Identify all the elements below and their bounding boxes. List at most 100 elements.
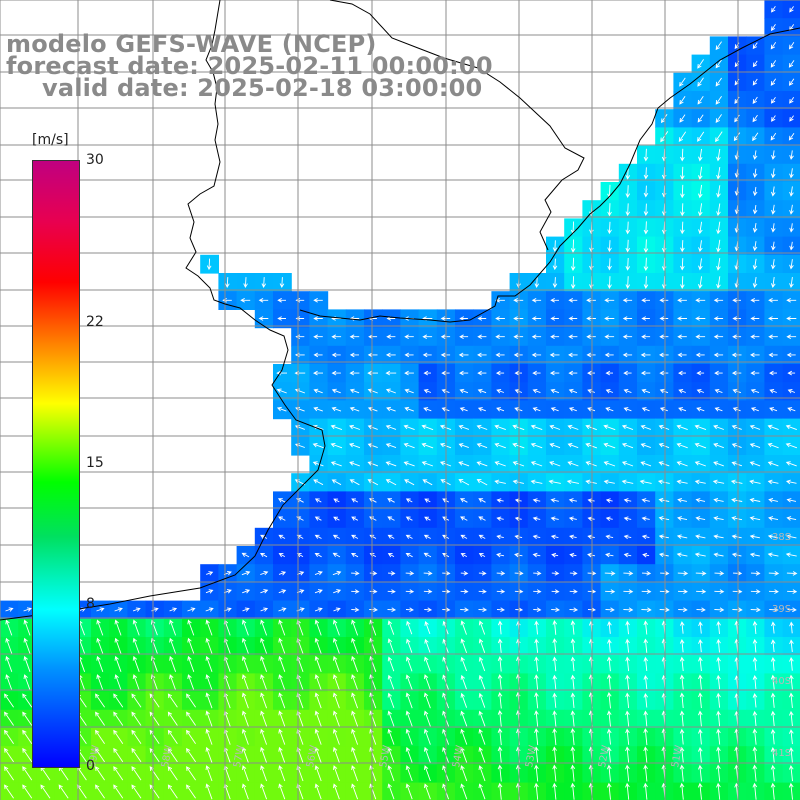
wind-arrow	[331, 479, 342, 486]
wind-arrow	[497, 638, 503, 653]
wind-arrow	[734, 114, 740, 123]
wind-arrow	[752, 675, 758, 690]
wind-arrow	[332, 552, 341, 558]
wind-arrow	[312, 461, 324, 467]
wind-arrow	[640, 424, 651, 430]
wind-arrow	[749, 424, 761, 430]
wind-arrow	[23, 655, 31, 672]
wind-arrow	[716, 728, 721, 745]
wind-arrow	[113, 711, 124, 726]
wind-arrow	[332, 765, 340, 782]
wind-arrow	[258, 316, 269, 321]
wind-arrow	[187, 674, 195, 691]
wind-arrow	[405, 746, 413, 763]
wind-arrow	[604, 316, 615, 321]
wind-arrow	[387, 692, 395, 709]
wind-arrow	[570, 276, 576, 289]
wind-arrow	[623, 407, 632, 412]
wind-arrow	[387, 571, 396, 576]
wind-arrow	[478, 746, 486, 763]
wind-arrow	[477, 334, 487, 339]
wind-arrow	[405, 534, 413, 539]
wind-arrow	[95, 693, 105, 708]
wind-arrow	[458, 461, 470, 467]
wind-arrow	[567, 461, 579, 467]
wind-arrow	[186, 693, 196, 708]
wind-arrow	[752, 241, 758, 252]
wind-arrow	[386, 334, 396, 339]
wind-arrow	[404, 334, 414, 339]
wind-arrow	[332, 728, 340, 745]
wind-arrow	[713, 534, 724, 539]
wind-arrow	[625, 710, 630, 727]
wind-arrow	[716, 674, 721, 690]
wind-arrow	[367, 479, 379, 486]
wind-arrow	[568, 370, 578, 376]
wind-arrow	[534, 764, 539, 782]
wind-arrow	[422, 334, 433, 339]
wind-arrow	[643, 185, 649, 198]
wind-arrow	[570, 656, 576, 672]
wind-arrow	[550, 388, 560, 394]
wind-arrow	[186, 711, 196, 726]
wind-arrow	[496, 571, 506, 576]
wind-arrow	[550, 316, 559, 321]
wind-arrow	[551, 589, 560, 594]
wind-arrow	[606, 692, 612, 709]
wind-arrow	[716, 710, 721, 727]
wind-arrow	[22, 784, 33, 799]
wind-arrow	[752, 96, 758, 104]
wind-arrow	[625, 221, 631, 235]
wind-arrow	[460, 571, 469, 576]
wind-arrow	[459, 334, 469, 339]
wind-arrow	[625, 692, 630, 709]
wind-arrow	[332, 534, 340, 539]
wind-arrow	[477, 370, 487, 376]
wind-arrow	[788, 132, 795, 141]
wind-arrow	[534, 746, 539, 764]
wind-arrow	[187, 655, 195, 672]
wind-arrow	[732, 316, 741, 321]
wind-arrow	[752, 638, 758, 653]
wind-arrow	[460, 656, 468, 672]
wind-arrow	[314, 516, 322, 521]
wind-arrow	[769, 389, 777, 394]
wind-arrow	[351, 637, 359, 654]
wind-arrow	[770, 60, 777, 68]
wind-arrow	[278, 674, 286, 691]
wind-arrow	[752, 277, 758, 289]
wind-arrow	[770, 277, 776, 289]
wind-arrow	[241, 674, 249, 691]
wind-arrow	[606, 656, 612, 672]
wind-arrow	[550, 334, 560, 339]
wind-arrow	[278, 553, 286, 558]
wind-arrow	[605, 370, 613, 376]
wind-arrow	[243, 277, 248, 289]
colorbar-tick-label: 15	[86, 455, 104, 471]
wind-arrow	[678, 607, 688, 613]
wind-arrow	[749, 479, 761, 485]
wind-arrow	[96, 674, 104, 691]
wind-arrow	[460, 620, 467, 635]
wind-arrow	[731, 370, 742, 376]
wind-arrow	[625, 782, 630, 800]
wind-arrow	[713, 443, 724, 449]
wind-arrow	[459, 370, 469, 376]
wind-arrow	[677, 571, 689, 576]
wind-arrow	[478, 571, 487, 576]
wind-arrow	[458, 424, 470, 430]
wind-arrow	[405, 589, 415, 594]
wind-arrow	[132, 655, 140, 672]
wind-arrow	[260, 710, 268, 727]
wind-arrow	[714, 589, 725, 594]
wind-arrow	[351, 783, 359, 800]
wind-arrow	[625, 276, 631, 289]
wind-arrow	[333, 607, 341, 612]
wind-arrow	[330, 461, 342, 467]
wind-arrow	[679, 764, 685, 782]
wind-arrow	[680, 276, 685, 289]
wind-arrow	[697, 764, 703, 782]
wind-arrow	[205, 728, 213, 745]
wind-arrow	[552, 638, 558, 654]
wind-arrow	[460, 783, 468, 800]
